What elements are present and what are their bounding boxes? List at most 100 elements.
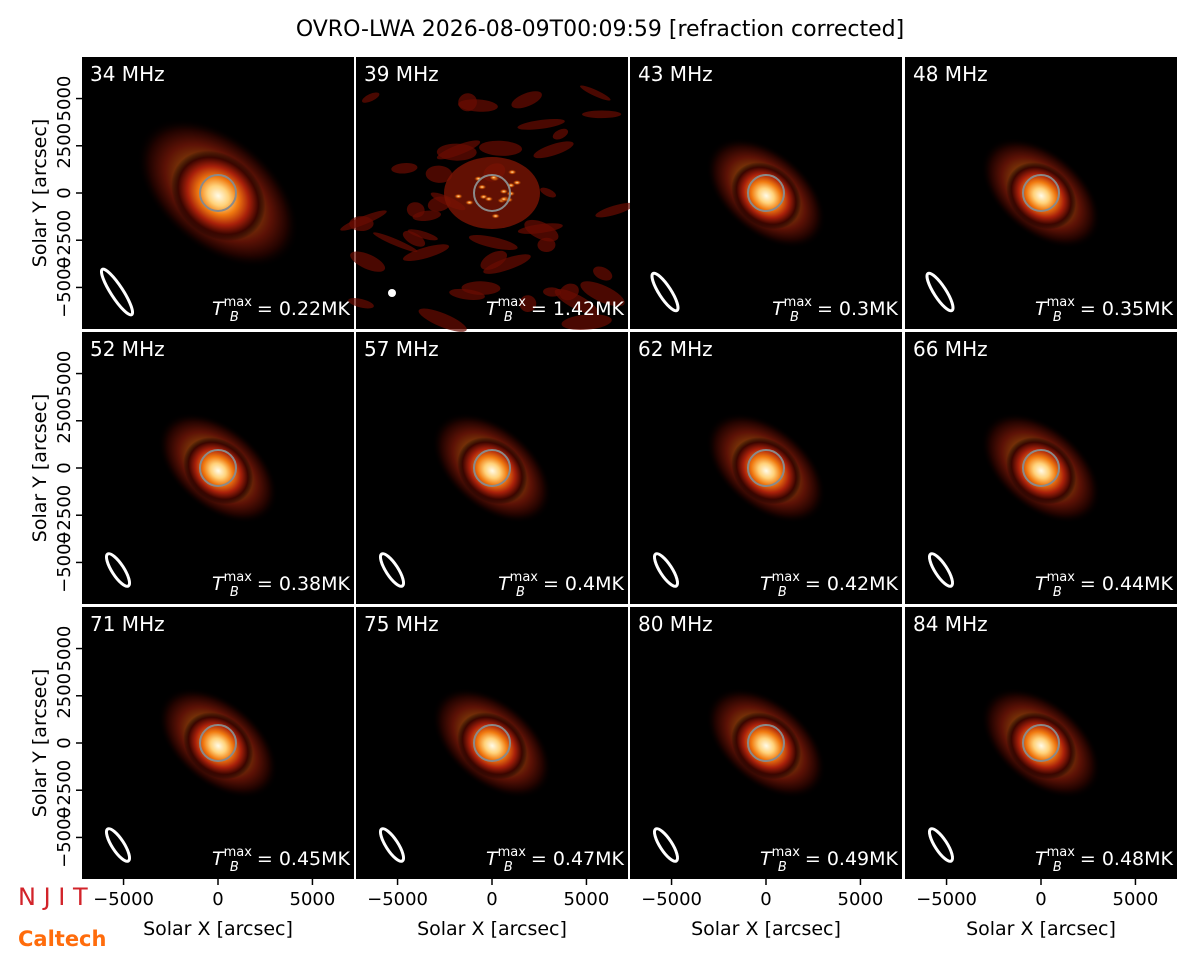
tb-value: 0.47MK	[553, 848, 625, 870]
noise-blob	[468, 234, 518, 251]
noise-blob	[402, 230, 426, 247]
solar-limb	[747, 724, 785, 762]
solar-limb	[747, 174, 785, 212]
x-tick-label: 5000	[564, 889, 610, 910]
tb-symbol: T	[212, 848, 225, 870]
tb-sup: max	[510, 570, 539, 585]
emission-core	[731, 712, 802, 780]
y-tick-label: 5000	[54, 351, 75, 397]
noise-blob	[561, 314, 612, 330]
y-tick-label: −5000	[54, 532, 75, 593]
emission-core	[457, 712, 528, 780]
emission-core	[183, 712, 254, 780]
tb-sub: B	[230, 860, 239, 875]
noise-blob	[519, 295, 537, 312]
tb-eq: =	[251, 573, 279, 595]
solar-limb	[747, 449, 785, 487]
solar-limb	[199, 174, 237, 212]
noise-blob	[517, 118, 565, 130]
tb-max-label: Tmax B = 0.4MK	[498, 570, 624, 600]
tb-sub: B	[1053, 860, 1062, 875]
emission-halo	[444, 157, 540, 229]
solar-limb	[199, 724, 237, 762]
tb-eq: =	[1074, 848, 1102, 870]
emission-speck	[453, 193, 464, 200]
y-tick-label: −2500	[54, 210, 75, 271]
beam	[99, 267, 135, 317]
panel: 43 MHz Tmax B = 0.3MK	[630, 57, 902, 329]
emission-core	[183, 437, 254, 505]
tb-symbol: T	[1035, 848, 1048, 870]
tb-max-label: Tmax B = 0.3MK	[772, 295, 898, 325]
tb-eq: =	[811, 298, 839, 320]
panel: 62 MHz Tmax B = 0.42MK	[630, 332, 902, 604]
tb-sup: max	[498, 295, 527, 310]
y-tick-label: 0	[54, 187, 75, 198]
emission-core	[1006, 712, 1077, 780]
noise-blob	[348, 298, 374, 309]
emission-core	[731, 162, 802, 230]
tb-value: 0.44MK	[1102, 573, 1174, 595]
y-tick-label: 0	[54, 462, 75, 473]
tb-max-label: Tmax B = 0.47MK	[486, 845, 625, 875]
noise-blob	[480, 250, 508, 270]
noise-blob	[540, 187, 557, 198]
tb-symbol: T	[1035, 573, 1048, 595]
beam	[925, 271, 955, 313]
x-tick-label: 5000	[1113, 889, 1159, 910]
tb-sub: B	[1053, 310, 1062, 325]
tb-eq: =	[799, 573, 827, 595]
noise-blob	[580, 281, 625, 307]
panel: 71 MHz Tmax B = 0.45MK −5000 0 5000 Solar X [a…	[29, 607, 354, 940]
beam	[927, 552, 955, 588]
noise-blob	[449, 288, 486, 300]
tb-value: 0.22MK	[279, 298, 351, 320]
tb-sub: B	[504, 310, 513, 325]
x-axis-label: Solar X [arcsec]	[966, 918, 1116, 940]
frequency-label: 80 MHz	[638, 612, 713, 636]
y-axis-label: Solar Y [arcsec]	[29, 394, 51, 542]
tb-symbol: T	[212, 298, 225, 320]
tb-sup: max	[224, 295, 253, 310]
emission-core	[171, 150, 266, 242]
emission-core	[731, 437, 802, 505]
tb-value: 0.38MK	[279, 573, 351, 595]
tb-sub: B	[778, 860, 787, 875]
frequency-label: 57 MHz	[364, 337, 439, 361]
tb-sub: B	[230, 310, 239, 325]
emission-core	[1006, 162, 1077, 230]
tb-symbol: T	[760, 848, 773, 870]
tb-eq: =	[1074, 298, 1102, 320]
tb-symbol: T	[1035, 298, 1048, 320]
noise-blob	[595, 202, 635, 218]
y-tick-label: 2500	[54, 398, 75, 444]
tb-value: 0.45MK	[279, 848, 351, 870]
figure-title: OVRO-LWA 2026-08-09T00:09:59 [refraction…	[296, 17, 904, 42]
noise-blob	[406, 202, 425, 218]
tb-sub: B	[516, 585, 525, 600]
tb-max-label: Tmax B = 1.42MK	[486, 295, 625, 325]
solar-limb	[1022, 724, 1060, 762]
y-tick-label: −2500	[54, 760, 75, 821]
njit-logo: N J I T	[18, 883, 88, 911]
noise-blob	[350, 251, 386, 272]
tb-max-label: Tmax B = 0.42MK	[760, 570, 899, 600]
beam	[388, 289, 396, 297]
x-tick-label: −5000	[367, 889, 428, 910]
noise-blob	[552, 128, 569, 140]
emission-speck	[490, 213, 501, 220]
noise-blob	[361, 92, 380, 103]
noise-blob	[407, 229, 438, 241]
y-tick-label: −5000	[54, 257, 75, 318]
frequency-label: 71 MHz	[90, 612, 165, 636]
tb-sup: max	[772, 570, 801, 585]
y-tick-label: 5000	[54, 626, 75, 672]
y-tick-label: −2500	[54, 485, 75, 546]
emission-speck	[464, 199, 475, 206]
frequency-label: 34 MHz	[90, 62, 165, 86]
noise-blob	[593, 266, 613, 281]
y-tick-label: 2500	[54, 123, 75, 169]
x-tick-label: 0	[486, 889, 497, 910]
panel: 80 MHz Tmax B = 0.49MK −5000 0 5000 Solar X [a…	[630, 607, 902, 940]
tb-max-label: Tmax B = 0.22MK	[212, 295, 351, 325]
